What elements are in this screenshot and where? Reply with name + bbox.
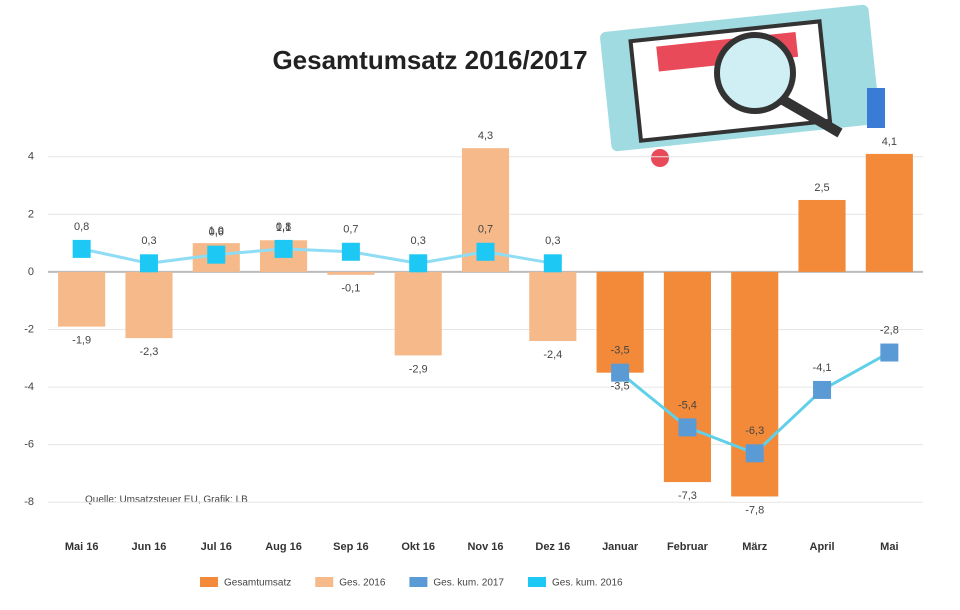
- data-label: -3,5: [611, 345, 630, 357]
- data-label: -2,4: [543, 349, 562, 361]
- line-marker: [207, 245, 226, 264]
- x-tick-label: Mai: [880, 541, 898, 553]
- illustration: [600, 4, 885, 167]
- y-tick-label: -6: [24, 439, 34, 451]
- line-marker: [745, 444, 764, 463]
- data-label: 2,5: [814, 182, 829, 194]
- x-tick-label: Januar: [602, 541, 639, 553]
- x-tick-label: Mai 16: [65, 541, 99, 553]
- data-label: -7,3: [678, 490, 697, 502]
- data-label: -5,4: [678, 399, 697, 411]
- line-marker: [813, 380, 832, 399]
- legend-swatch: [528, 577, 546, 587]
- annotation: Quelle: Umsatzsteuer EU, Grafik: LB: [85, 495, 248, 506]
- data-label: 4,3: [478, 130, 493, 142]
- y-tick-label: 4: [28, 151, 34, 163]
- x-tick-label: Okt 16: [401, 541, 435, 553]
- y-tick-label: -2: [24, 323, 34, 335]
- legend-label: Ges. kum. 2017: [433, 578, 504, 589]
- data-label: 4,1: [882, 136, 897, 148]
- data-label: -3,5: [611, 381, 630, 393]
- bar: [125, 271, 173, 339]
- bar: [731, 271, 779, 497]
- x-tick-label: Sep 16: [333, 541, 368, 553]
- data-label: 0,3: [545, 235, 560, 247]
- data-label: 0,7: [343, 224, 358, 236]
- x-tick-label: Dez 16: [535, 541, 570, 553]
- bar: [327, 271, 375, 275]
- data-label: 0,7: [478, 224, 493, 236]
- data-label: 0,8: [276, 221, 291, 233]
- bar: [58, 271, 106, 327]
- x-tick-label: Jun 16: [132, 541, 167, 553]
- x-tick-label: Nov 16: [467, 541, 503, 553]
- x-tick-label: Februar: [667, 541, 709, 553]
- data-label: 1,1: [276, 222, 291, 234]
- data-label: 0,8: [74, 221, 89, 233]
- legend-swatch: [409, 577, 428, 587]
- line-marker: [409, 254, 428, 273]
- bar: [596, 271, 644, 373]
- data-label: -4,1: [813, 362, 832, 374]
- data-label: -6,3: [745, 425, 764, 437]
- x-tick-label: Aug 16: [265, 541, 302, 553]
- data-label: 0,3: [141, 235, 156, 247]
- line-marker: [611, 363, 630, 382]
- legend-swatch: [200, 577, 218, 587]
- data-label: 0,6: [209, 227, 224, 239]
- x-tick-label: April: [810, 541, 835, 553]
- data-label: -2,8: [880, 324, 899, 336]
- line-marker: [678, 418, 697, 437]
- legend-swatch: [315, 577, 334, 587]
- data-label: -2,3: [139, 346, 158, 358]
- y-tick-label: 0: [28, 266, 34, 278]
- bar: [394, 271, 442, 356]
- data-label: -0,1: [341, 283, 360, 295]
- bar: [798, 199, 846, 272]
- data-label: -1,9: [72, 335, 91, 347]
- data-label: -7,8: [745, 504, 764, 516]
- line: [81, 247, 554, 265]
- data-label: 1,0: [209, 225, 224, 237]
- legend-label: Ges. kum. 2016: [552, 578, 623, 589]
- line-marker: [274, 239, 293, 258]
- data-label: 0,3: [411, 235, 426, 247]
- line-marker: [543, 254, 562, 273]
- line-marker: [476, 242, 495, 261]
- x-tick-label: Jul 16: [201, 541, 232, 553]
- y-tick-label: -4: [24, 381, 34, 393]
- chart-title: Gesamtumsatz 2016/2017: [272, 45, 587, 75]
- bar: [865, 153, 913, 272]
- line-marker: [880, 343, 899, 362]
- x-tick-label: März: [742, 541, 768, 553]
- legend-label: Gesamtumsatz: [224, 578, 291, 589]
- line-marker: [72, 239, 91, 258]
- line-marker: [341, 242, 360, 261]
- line-marker: [139, 254, 158, 273]
- y-tick-label: -8: [24, 496, 34, 508]
- y-tick-label: 2: [28, 208, 34, 220]
- bar: [529, 271, 577, 342]
- bar: [663, 271, 711, 483]
- legend-label: Ges. 2016: [339, 578, 386, 589]
- data-label: -2,9: [409, 363, 428, 375]
